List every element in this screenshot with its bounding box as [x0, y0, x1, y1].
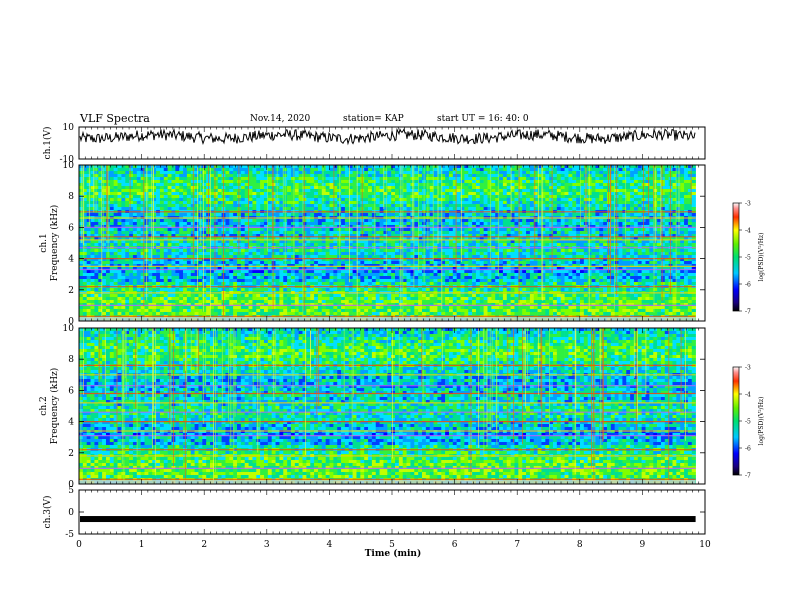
ch1-waveform-ylabel: ch.1(V) [42, 127, 53, 160]
x-axis-label: Time (min) [365, 548, 422, 559]
x-tick-label: 3 [264, 540, 270, 550]
ch2-spectrogram-panel: ch.2 Frequency (kHz) [39, 328, 705, 484]
colorbar-tick-label: -3 [745, 201, 751, 208]
ch1-spectrogram-ytick-label: 2 [68, 286, 74, 296]
x-tick-label: 1 [139, 540, 145, 550]
ch2-spectrogram-channel-label: ch.2 [39, 396, 49, 415]
ch3-waveform-frame [79, 490, 705, 534]
ch2-spectrogram-ytick-label: 2 [68, 449, 74, 459]
ch2-spectrogram-ylabel: Frequency (kHz) [49, 368, 60, 445]
ch3-waveform-ytick-label: -5 [65, 530, 74, 540]
ch1-spectrogram-ytick-label: 8 [68, 192, 74, 202]
ch2-spectrogram-ytick-label: 6 [68, 386, 74, 396]
colorbar-tick-label: -4 [745, 392, 751, 399]
ch3-waveform-trace [80, 516, 696, 522]
x-tick-label: 8 [577, 540, 583, 550]
colorbar-tick-label: -3 [745, 365, 751, 372]
x-tick-label: 2 [201, 540, 207, 550]
ch1-spectrogram-ytick-label: 10 [63, 161, 75, 171]
colorbar-tick-label: -7 [745, 309, 751, 316]
x-tick-label: 7 [514, 540, 520, 550]
ch1-spectrogram-ytick-label: 4 [68, 255, 74, 265]
ch2-spectrogram-image [79, 328, 705, 484]
ch2-spectrogram-ytick-label: 4 [68, 418, 74, 428]
ch2-colorbar-label: log(PSD)(V²/Hz) [758, 397, 765, 446]
colorbar-tick-label: -6 [745, 446, 751, 453]
ch2-spectrogram-ytick-label: 10 [63, 324, 75, 334]
colorbar-tick-label: -4 [745, 228, 751, 235]
ch3-waveform-ylabel: ch.3(V) [42, 496, 53, 529]
ch1-colorbar-label: log(PSD)(V²/Hz) [758, 233, 765, 282]
vlf-figure: ch.1(V) ch.1 Frequency (kHz) ch.2 Freque… [0, 0, 792, 612]
ch3-waveform-panel: ch.3(V) [42, 490, 705, 534]
ch1-spectrogram-ylabel: Frequency (kHz) [49, 205, 60, 282]
colorbar-tick-label: -7 [745, 473, 751, 480]
ch1-spectrogram-panel: ch.1 Frequency (kHz) [39, 165, 705, 321]
x-tick-label: 4 [327, 540, 333, 550]
ch3-waveform-ytick-label: 5 [68, 486, 74, 496]
x-tick-label: 0 [76, 540, 82, 550]
ch1-waveform-ytick-label: 10 [63, 123, 75, 133]
x-tick-label: 9 [640, 540, 646, 550]
ch1-spectrogram-channel-label: ch.1 [39, 233, 49, 252]
colorbar-tick-label: -5 [745, 255, 751, 262]
x-tick-label: 10 [699, 540, 711, 550]
ch1-spectrogram-ytick-label: 6 [68, 223, 74, 233]
colorbar-tick-label: -5 [745, 419, 751, 426]
ch1-spectrogram-image [79, 165, 705, 321]
ch3-waveform-ytick-label: 0 [68, 508, 74, 518]
colorbar-tick-label: -6 [745, 282, 751, 289]
ch2-spectrogram-ytick-label: 8 [68, 355, 74, 365]
x-tick-label: 6 [452, 540, 458, 550]
